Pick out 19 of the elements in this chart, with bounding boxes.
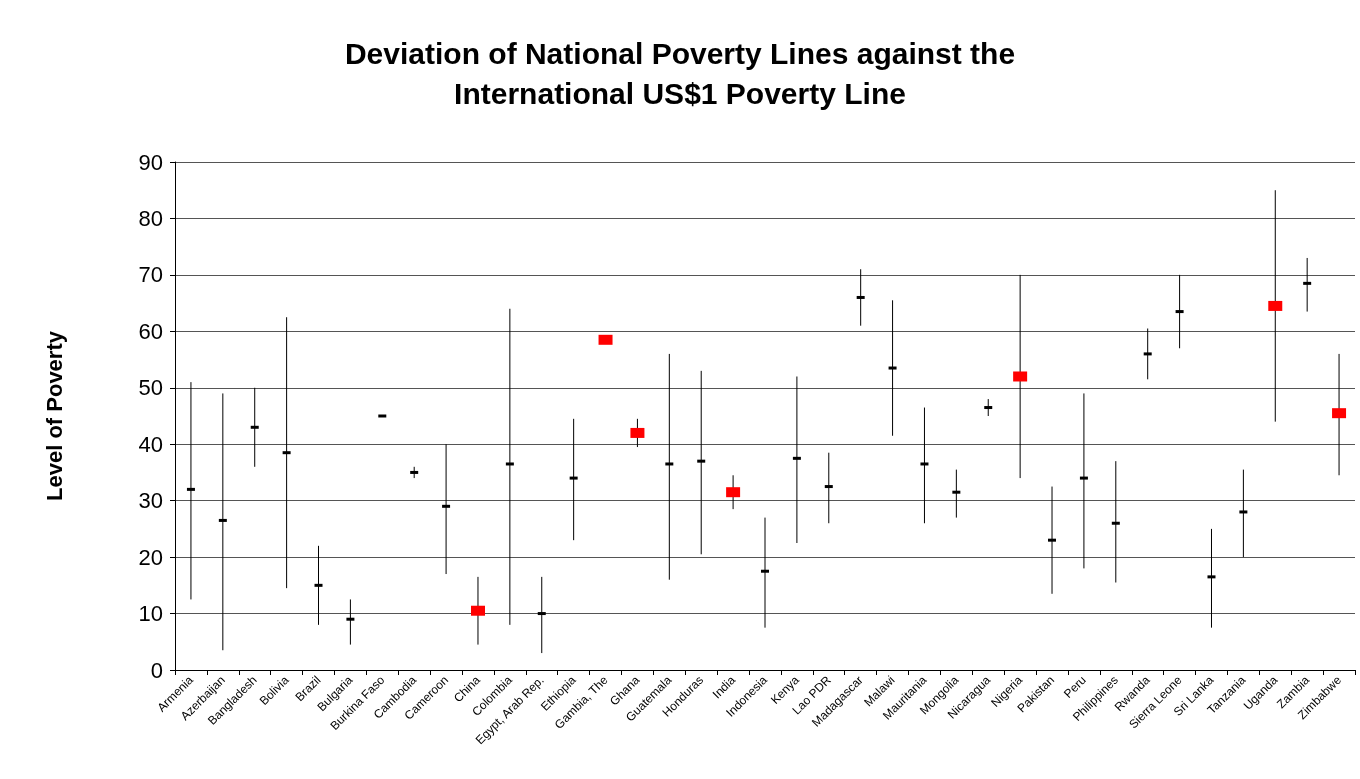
y-axis-title: Level of Poverty bbox=[41, 330, 67, 501]
point bbox=[470, 605, 485, 616]
y-tick-label: 80 bbox=[138, 205, 163, 231]
point bbox=[1268, 300, 1283, 311]
y-tick-label: 30 bbox=[138, 488, 163, 514]
y-tick-label: 50 bbox=[138, 375, 163, 401]
point bbox=[1332, 408, 1347, 419]
y-tick-label: 70 bbox=[138, 262, 163, 288]
y-tick-label: 40 bbox=[138, 431, 163, 457]
y-tick-label: 0 bbox=[150, 657, 163, 683]
y-tick-label: 10 bbox=[138, 601, 163, 627]
point bbox=[1013, 371, 1028, 382]
point bbox=[630, 427, 645, 438]
y-tick-label: 20 bbox=[138, 544, 163, 570]
point bbox=[598, 334, 613, 345]
chart-title: Deviation of National Poverty Lines against the International US$1 Poverty Line bbox=[344, 36, 1016, 110]
y-tick-label: 60 bbox=[138, 318, 163, 344]
point bbox=[726, 487, 741, 498]
y-tick-label: 90 bbox=[138, 149, 163, 175]
